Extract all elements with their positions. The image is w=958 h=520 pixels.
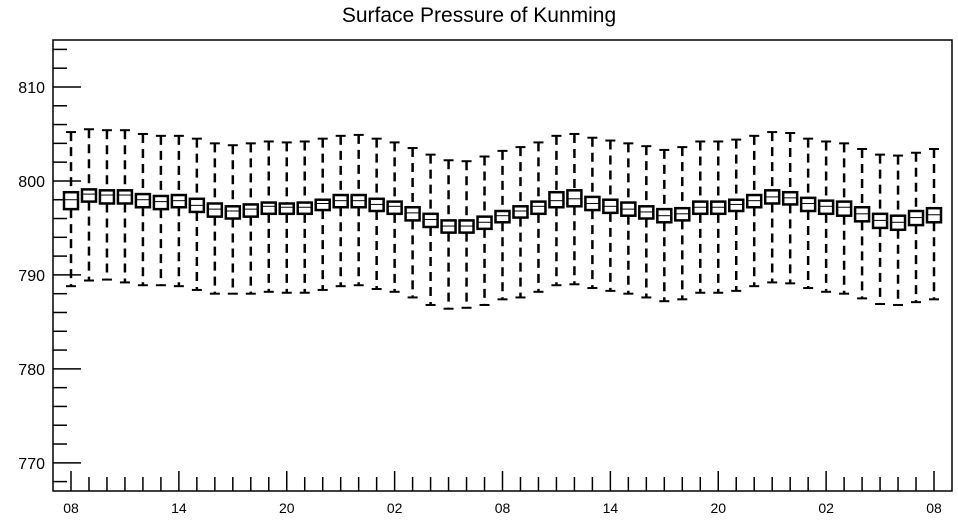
box-30 bbox=[602, 139, 619, 292]
box-iqr bbox=[80, 188, 98, 203]
chart-title: Surface Pressure of Kunming bbox=[341, 4, 617, 27]
box-16 bbox=[350, 133, 367, 287]
box-iqr bbox=[512, 205, 529, 219]
plot-frame bbox=[52, 39, 953, 492]
box-iqr bbox=[98, 189, 116, 205]
y-axis: 770 780 790 800 810 bbox=[18, 48, 81, 483]
box-8 bbox=[206, 142, 224, 295]
box-34 bbox=[674, 146, 691, 301]
box-2 bbox=[98, 129, 116, 281]
box-40 bbox=[781, 132, 799, 285]
box-iqr bbox=[386, 200, 403, 216]
box-iqr bbox=[548, 190, 565, 209]
box-iqr bbox=[152, 194, 170, 211]
box-39 bbox=[763, 131, 781, 284]
box-48 bbox=[925, 147, 943, 301]
box-1 bbox=[80, 128, 98, 282]
y-tick-label: 800 bbox=[18, 174, 45, 191]
box-iqr bbox=[422, 212, 439, 229]
box-iqr bbox=[799, 196, 817, 213]
box-3 bbox=[116, 129, 134, 284]
box-42 bbox=[817, 140, 835, 293]
box-iqr bbox=[530, 200, 547, 216]
box-18 bbox=[386, 141, 403, 293]
box-32 bbox=[638, 145, 655, 299]
x-tick-label: 08 bbox=[63, 500, 79, 516]
box-47 bbox=[907, 151, 925, 304]
box-4 bbox=[134, 132, 152, 287]
box-25 bbox=[512, 146, 529, 299]
box-26 bbox=[530, 141, 547, 293]
box-10 bbox=[242, 142, 260, 295]
box-iqr bbox=[278, 202, 295, 216]
box-33 bbox=[656, 148, 673, 303]
box-12 bbox=[278, 141, 295, 294]
x-tick-label: 14 bbox=[603, 500, 619, 516]
box-24 bbox=[494, 149, 511, 301]
x-tick-label: 14 bbox=[171, 500, 187, 516]
box-31 bbox=[620, 142, 637, 295]
box-6 bbox=[170, 134, 188, 288]
box-iqr bbox=[296, 201, 313, 216]
box-0 bbox=[62, 131, 80, 288]
box-13 bbox=[296, 140, 313, 294]
box-23 bbox=[476, 155, 493, 306]
box-iqr bbox=[817, 199, 835, 216]
box-5 bbox=[152, 134, 170, 287]
x-tick-label: 02 bbox=[818, 500, 834, 516]
box-iqr bbox=[727, 198, 745, 213]
box-21 bbox=[440, 159, 457, 310]
y-tick-label: 780 bbox=[18, 362, 45, 379]
box-41 bbox=[799, 137, 817, 290]
x-tick-label: 08 bbox=[495, 500, 511, 516]
box-44 bbox=[853, 147, 871, 300]
box-37 bbox=[727, 138, 745, 292]
x-tick-label: 20 bbox=[710, 500, 726, 516]
box-43 bbox=[835, 142, 853, 295]
box-iqr bbox=[62, 190, 80, 211]
box-46 bbox=[889, 154, 907, 306]
box-22 bbox=[458, 160, 475, 309]
y-tick-label: 790 bbox=[18, 268, 45, 285]
box-iqr bbox=[224, 205, 242, 220]
box-28 bbox=[566, 132, 583, 286]
x-tick-label: 02 bbox=[387, 500, 403, 516]
x-tick-label: 20 bbox=[279, 500, 295, 516]
box-11 bbox=[260, 140, 278, 293]
box-19 bbox=[404, 147, 421, 299]
box-series bbox=[62, 128, 943, 310]
y-tick-label: 810 bbox=[18, 80, 45, 97]
x-axis: 08 14 20 02 08 14 20 02 08 bbox=[63, 471, 942, 516]
box-iqr bbox=[206, 202, 224, 218]
box-36 bbox=[710, 140, 727, 294]
box-17 bbox=[368, 137, 385, 290]
box-9 bbox=[224, 144, 242, 295]
box-38 bbox=[745, 134, 763, 288]
box-iqr bbox=[134, 192, 152, 209]
box-iqr bbox=[242, 203, 260, 218]
box-15 bbox=[332, 134, 349, 288]
box-20 bbox=[422, 153, 439, 306]
box-iqr bbox=[314, 198, 331, 212]
box-45 bbox=[871, 153, 889, 306]
box-7 bbox=[188, 137, 206, 291]
box-29 bbox=[584, 136, 601, 290]
box-iqr bbox=[404, 205, 421, 222]
box-iqr bbox=[260, 201, 278, 216]
box-iqr bbox=[494, 209, 511, 224]
box-35 bbox=[692, 140, 709, 294]
box-iqr bbox=[116, 189, 134, 205]
box-14 bbox=[314, 137, 331, 291]
y-tick-label: 770 bbox=[18, 456, 45, 473]
box-27 bbox=[548, 134, 565, 287]
box-iqr bbox=[835, 200, 853, 217]
x-tick-label: 08 bbox=[926, 500, 942, 516]
